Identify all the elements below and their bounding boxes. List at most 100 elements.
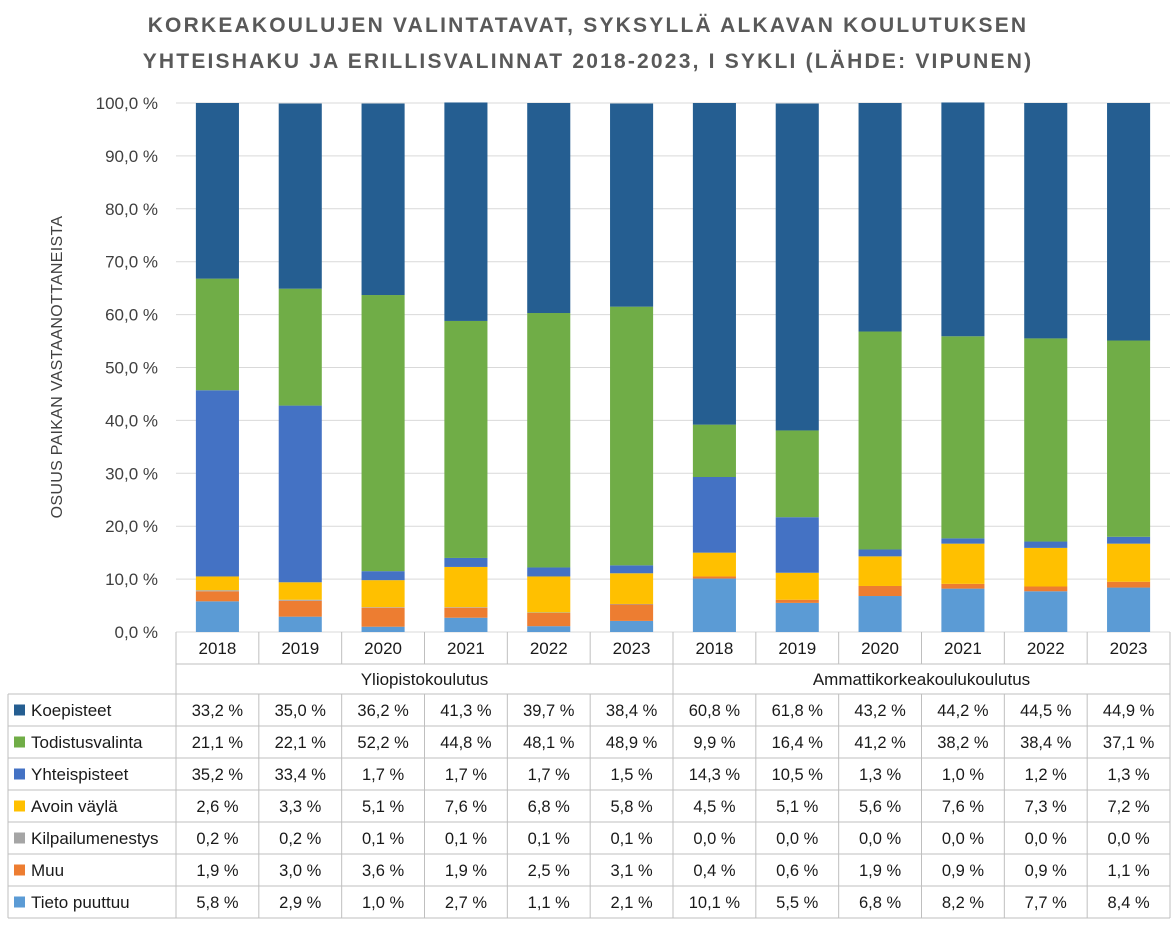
data-label: 41,2 % bbox=[854, 734, 906, 752]
bar-segment bbox=[610, 103, 654, 307]
data-label: 1,1 % bbox=[528, 894, 571, 912]
bar-segment bbox=[195, 601, 239, 632]
data-label: 33,4 % bbox=[275, 766, 327, 784]
bar-segment bbox=[858, 331, 902, 550]
data-label: 0,0 % bbox=[859, 830, 902, 848]
bar-segment bbox=[610, 604, 654, 621]
y-axis-ticks: 0,0 % 10,0 % 20,0 % 30,0 % 40,0 % 50,0 % 60,0 … bbox=[96, 94, 158, 642]
bar-segment bbox=[278, 616, 322, 632]
bar-stack bbox=[1107, 103, 1151, 632]
data-label: 38,4 % bbox=[1020, 734, 1072, 752]
bar-stack bbox=[444, 102, 488, 632]
bar-segment bbox=[1107, 340, 1151, 537]
bar-segment bbox=[278, 582, 322, 600]
bar-segment bbox=[195, 576, 239, 591]
x-tick-label: 2021 bbox=[944, 639, 982, 658]
x-tick-label: 2018 bbox=[199, 639, 237, 658]
x-tick-label: 2023 bbox=[613, 639, 651, 658]
x-tick-label: 2020 bbox=[861, 639, 899, 658]
data-label: 61,8 % bbox=[772, 702, 824, 720]
data-label: 5,8 % bbox=[610, 798, 653, 816]
data-label: 41,3 % bbox=[440, 702, 492, 720]
bar-segment bbox=[444, 617, 488, 632]
x-tick-label: 2021 bbox=[447, 639, 485, 658]
data-label: 0,1 % bbox=[610, 830, 653, 848]
data-label: 14,3 % bbox=[689, 766, 741, 784]
legend-swatch bbox=[14, 864, 25, 876]
data-label: 1,7 % bbox=[528, 766, 571, 784]
data-label: 44,9 % bbox=[1103, 702, 1155, 720]
bar-segment bbox=[278, 103, 322, 289]
bar-stack bbox=[775, 103, 819, 632]
data-label: 6,8 % bbox=[859, 894, 902, 912]
data-label: 35,2 % bbox=[192, 766, 244, 784]
data-label: 48,1 % bbox=[523, 734, 575, 752]
data-table: 2018 2019 2020 2021 2022 2023 2018 2019 2020 2021… bbox=[7, 632, 1171, 919]
data-label: 5,8 % bbox=[196, 894, 239, 912]
y-tick-label: 60,0 % bbox=[105, 306, 158, 325]
data-label: 7,6 % bbox=[445, 798, 488, 816]
data-label: 37,1 % bbox=[1103, 734, 1155, 752]
bar-segment bbox=[610, 603, 654, 605]
bar-segment bbox=[361, 580, 405, 608]
data-label: 1,3 % bbox=[1107, 766, 1150, 784]
bar-segment bbox=[692, 103, 736, 425]
data-label: 7,7 % bbox=[1025, 894, 1068, 912]
data-label: 2,5 % bbox=[528, 862, 571, 880]
bar-segment bbox=[1024, 547, 1068, 587]
bar-stack bbox=[1024, 103, 1068, 632]
data-label: 5,1 % bbox=[362, 798, 405, 816]
y-tick-label: 90,0 % bbox=[105, 147, 158, 166]
data-label: 0,0 % bbox=[1107, 830, 1150, 848]
bar-segment bbox=[527, 103, 571, 314]
legend-entry: Tieto puuttuu bbox=[31, 893, 130, 912]
bar-stack bbox=[610, 103, 654, 632]
bars bbox=[195, 102, 1151, 632]
data-label: 33,2 % bbox=[192, 702, 244, 720]
x-tick-label: 2023 bbox=[1110, 639, 1148, 658]
bar-segment bbox=[858, 585, 902, 597]
data-label: 48,9 % bbox=[606, 734, 658, 752]
y-tick-label: 40,0 % bbox=[105, 411, 158, 430]
data-label: 0,9 % bbox=[1025, 862, 1068, 880]
bar-segment bbox=[858, 556, 902, 586]
data-label: 1,5 % bbox=[610, 766, 653, 784]
bar-segment bbox=[692, 576, 736, 579]
data-label: 0,0 % bbox=[776, 830, 819, 848]
bar-stack bbox=[527, 103, 571, 632]
chart-title-line-1: KORKEAKOULUJEN VALINTATAVAT, SYKSYLLÄ AL… bbox=[148, 14, 1029, 37]
bar-segment bbox=[1107, 587, 1151, 632]
legend-swatch bbox=[14, 768, 25, 780]
bar-segment bbox=[278, 600, 322, 617]
bar-segment bbox=[941, 583, 985, 589]
data-label: 0,1 % bbox=[445, 830, 488, 848]
y-tick-label: 100,0 % bbox=[96, 94, 158, 113]
bar-segment bbox=[692, 424, 736, 478]
y-tick-label: 50,0 % bbox=[105, 359, 158, 378]
bar-segment bbox=[527, 612, 571, 627]
data-label: 43,2 % bbox=[854, 702, 906, 720]
bar-segment bbox=[1024, 338, 1068, 542]
data-label: 38,4 % bbox=[606, 702, 658, 720]
data-label: 3,0 % bbox=[279, 862, 322, 880]
data-label: 1,9 % bbox=[445, 862, 488, 880]
data-label: 0,2 % bbox=[196, 830, 239, 848]
bar-segment bbox=[361, 295, 405, 572]
legend-swatch bbox=[14, 704, 25, 716]
x-tick-label: 2019 bbox=[778, 639, 816, 658]
data-label: 16,4 % bbox=[772, 734, 824, 752]
data-label: 0,4 % bbox=[693, 862, 736, 880]
x-group-label: Yliopistokoulutus bbox=[361, 670, 489, 689]
bar-segment bbox=[1024, 586, 1068, 592]
bar-stack bbox=[858, 103, 902, 632]
bar-segment bbox=[692, 477, 736, 553]
data-label: 52,2 % bbox=[357, 734, 409, 752]
bar-segment bbox=[941, 543, 985, 584]
data-label: 1,3 % bbox=[859, 766, 902, 784]
gridlines bbox=[176, 102, 1170, 633]
data-label: 1,9 % bbox=[196, 862, 239, 880]
data-label: 1,1 % bbox=[1107, 862, 1150, 880]
bar-segment bbox=[1024, 541, 1068, 548]
bar-segment bbox=[858, 549, 902, 557]
bar-segment bbox=[195, 103, 239, 279]
